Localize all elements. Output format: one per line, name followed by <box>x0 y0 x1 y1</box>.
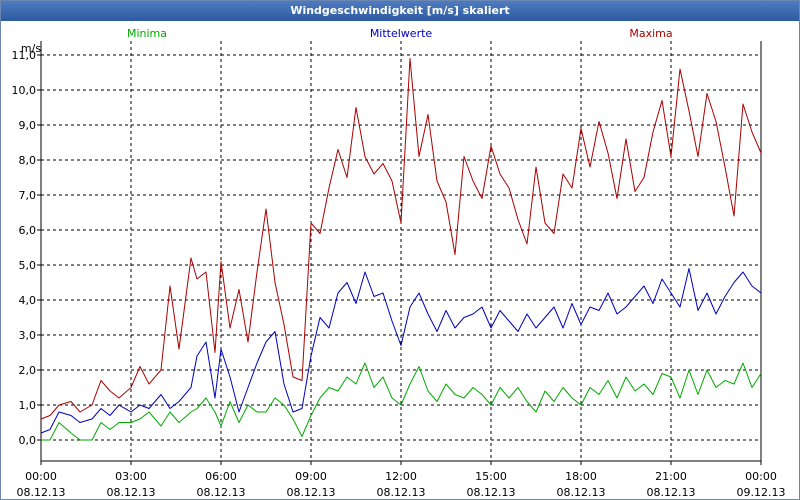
series-line-minima <box>41 362 762 441</box>
series-line-maxima <box>40 58 762 420</box>
x-tick-time-label: 06:00 <box>205 470 237 483</box>
x-tick-date-label: 08.12.13 <box>557 486 606 499</box>
grid-lines <box>41 41 761 461</box>
x-tick-date-label: 08.12.13 <box>377 486 426 499</box>
x-tick-date-label: 09.12.13 <box>737 486 786 499</box>
y-tick-label: 10,0 <box>12 84 37 97</box>
series-lines <box>40 58 762 441</box>
legend: Minima Mittelwerte Maxima <box>127 27 673 40</box>
x-tick-date-label: 08.12.13 <box>197 486 246 499</box>
y-tick-label: 9,0 <box>19 119 37 132</box>
axes: 0,0 1,0 2,0 3,0 4,0 5,0 6,0 7,0 8,0 9,0 10,0 11,0 00… <box>12 41 786 499</box>
x-tick-time-label: 21:00 <box>655 470 687 483</box>
x-tick-time-label: 12:00 <box>385 470 417 483</box>
chart-title: Windgeschwindigkeit [m/s] skaliert <box>1 1 799 21</box>
x-tick-time-label: 00:00 <box>25 470 57 483</box>
y-axis-label: m/s <box>21 42 41 55</box>
x-tick-time-label: 15:00 <box>475 470 507 483</box>
y-tick-label: 7,0 <box>19 189 37 202</box>
x-tick-date-label: 08.12.13 <box>647 486 696 499</box>
legend-entry-maxima: Maxima <box>629 27 672 40</box>
y-tick-label: 3,0 <box>19 329 37 342</box>
y-tick-label: 4,0 <box>19 294 37 307</box>
x-tick-time-label: 03:00 <box>115 470 147 483</box>
y-tick-label: 11,0 <box>12 49 37 62</box>
y-tick-label: 2,0 <box>19 364 37 377</box>
legend-entry-mittelwerte: Mittelwerte <box>370 27 433 40</box>
x-tick-time-label: 00:00 <box>745 470 777 483</box>
series-line-mittelwerte <box>40 268 762 434</box>
x-tick-date-label: 08.12.13 <box>17 486 66 499</box>
x-tick-date-label: 08.12.13 <box>107 486 156 499</box>
y-tick-label: 1,0 <box>19 399 37 412</box>
y-tick-label: 8,0 <box>19 154 37 167</box>
y-tick-label: 6,0 <box>19 224 37 237</box>
y-tick-label: 5,0 <box>19 259 37 272</box>
x-tick-time-label: 18:00 <box>565 470 597 483</box>
x-tick-time-label: 09:00 <box>295 470 327 483</box>
x-tick-date-label: 08.12.13 <box>467 486 516 499</box>
x-tick-date-label: 08.12.13 <box>287 486 336 499</box>
legend-entry-minima: Minima <box>127 27 167 40</box>
y-tick-label: 0,0 <box>19 434 37 447</box>
